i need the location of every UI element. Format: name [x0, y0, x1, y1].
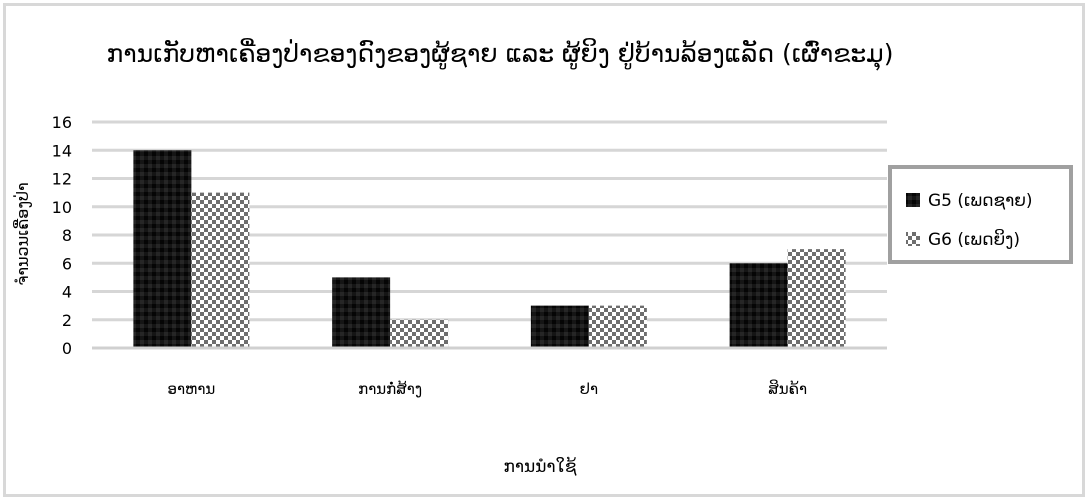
y-tick-label: 4	[62, 283, 72, 302]
bar-g6-1	[390, 319, 449, 348]
bar-g5-3	[729, 263, 788, 348]
y-tick-label: 10	[52, 198, 72, 217]
y-tick-label: 14	[52, 141, 72, 160]
bar-g6-3	[787, 249, 846, 348]
legend-box	[888, 165, 1073, 264]
y-tick-label: 16	[52, 113, 72, 132]
y-tick-label: 12	[52, 170, 72, 189]
legend-swatch-g5	[906, 193, 920, 207]
bar-g5-1	[332, 277, 391, 348]
legend: G5 (ເພດຊາຍ) G6 (ເພດຍິງ)	[888, 165, 1073, 264]
bars	[133, 150, 846, 348]
bar-g6-2	[588, 305, 647, 348]
x-axis-label: ການນຳໃຊ້	[503, 456, 576, 477]
y-tick-label: 0	[62, 339, 72, 358]
bar-g5-0	[133, 150, 192, 348]
x-tick-label: ສິນຄ້າ	[768, 379, 807, 398]
x-tick-label: ອາຫານ	[167, 380, 215, 398]
bar-g5-2	[530, 305, 589, 348]
x-tick-label: ຢາ	[580, 380, 598, 398]
legend-label-g6: G6 (ເພດຍິງ)	[928, 229, 1020, 250]
legend-swatch-g6	[906, 232, 920, 246]
y-axis-label: ຈຳນວນເຄື່ອງປ່າ	[13, 182, 32, 285]
y-tick-label: 2	[62, 311, 72, 330]
y-tick-label: 6	[62, 254, 72, 273]
y-tick-label: 8	[62, 226, 72, 245]
bar-g6-0	[191, 192, 250, 348]
chart-title: ການເກັບຫາເຄື່ອງປ່າຂອງດົງຂອງຜູ້ຊາຍ ແລະ ຜູ…	[107, 39, 894, 71]
legend-label-g5: G5 (ເພດຊາຍ)	[928, 191, 1033, 211]
y-axis-ticks: 0 2 4 6 8 10 12 14 16	[52, 113, 72, 358]
x-axis-ticks: ອາຫານ ການກໍ່ສ້າງ ຢາ ສິນຄ້າ	[167, 379, 807, 398]
x-tick-label: ການກໍ່ສ້າງ	[358, 379, 422, 398]
